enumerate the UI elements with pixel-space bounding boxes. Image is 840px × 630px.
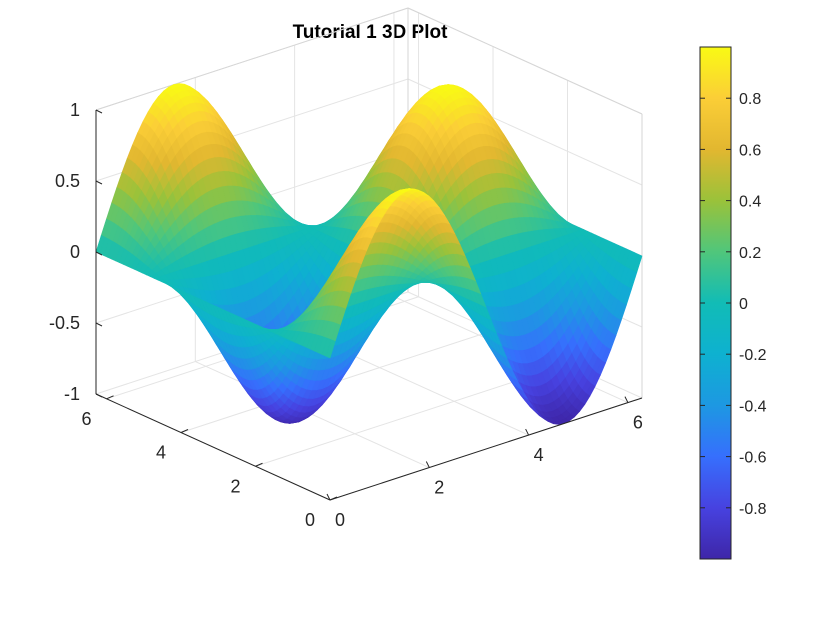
chart-title: Tutorial 1 3D Plot (293, 22, 449, 43)
x-tick-label: 6 (633, 413, 643, 433)
colorbar-tick-label: 0.4 (739, 194, 761, 211)
z-tick-mark (96, 394, 102, 397)
z-tick-label: -1 (64, 384, 80, 404)
z-tick-mark (96, 110, 102, 113)
z-tick-label: 1 (70, 100, 80, 120)
colorbar: -0.8 -0.6 -0.4 -0.2 0 0.2 0.4 0.6 0.8 (700, 47, 767, 559)
x-tick-label: 2 (434, 478, 444, 498)
z-tick-label: 0.5 (55, 171, 80, 191)
colorbar-tick-label: 0.8 (739, 91, 761, 108)
z-tick-mark (96, 323, 102, 326)
colorbar-tick-label: -0.8 (739, 501, 767, 518)
z-tick-label: 0 (70, 242, 80, 262)
x-axis-line (330, 398, 642, 500)
y-tick-label: 4 (156, 443, 166, 463)
colorbar-tick-label: 0 (739, 296, 748, 313)
colorbar-tick-label: -0.2 (739, 347, 767, 364)
x-tick-label: 4 (534, 445, 544, 465)
colorbar-tick-label: -0.4 (739, 398, 767, 415)
colorbar-tick-label: -0.6 (739, 450, 767, 467)
x-tick-label: 0 (335, 510, 345, 530)
z-tick-mark (96, 181, 102, 184)
z-tick-label: -0.5 (49, 313, 80, 333)
colorbar-tick-label: 0.6 (739, 142, 761, 159)
colorbar-tick-label: 0.2 (739, 245, 761, 262)
y-tick-label: 6 (82, 409, 92, 429)
y-tick-label: 2 (231, 476, 241, 496)
surface-mesh (96, 84, 642, 425)
y-tick-label: 0 (305, 510, 315, 530)
